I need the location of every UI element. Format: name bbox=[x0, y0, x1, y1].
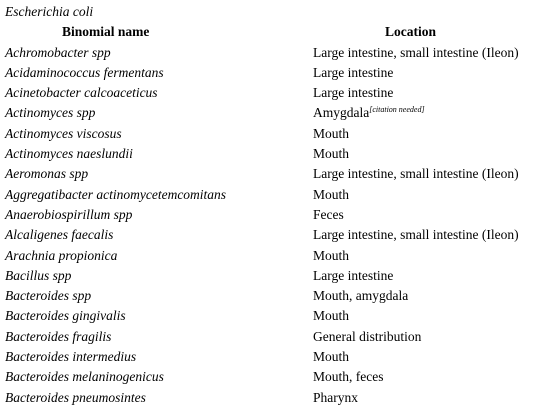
table-row: Bacteroides gingivalis Mouth bbox=[0, 306, 548, 326]
table-row: Bacteroides melaninogenicus Mouth, feces bbox=[0, 367, 548, 387]
binomial-name-cell: Bacteroides gingivalis bbox=[5, 308, 126, 324]
table-header-row: Binomial name Location bbox=[0, 22, 548, 42]
table-row: Bacteroides fragilis General distributio… bbox=[0, 327, 548, 347]
location-cell: Mouth bbox=[313, 247, 350, 263]
header-binomial-name: Binomial name bbox=[62, 24, 150, 39]
binomial-name-cell: Acinetobacter calcoaceticus bbox=[5, 85, 158, 101]
binomial-name-cell: Achromobacter spp bbox=[5, 44, 111, 60]
location-cell: Large intestine bbox=[313, 64, 394, 80]
table-row: Achromobacter spp Large intestine, small… bbox=[0, 43, 548, 63]
location-cell: Mouth bbox=[313, 308, 350, 324]
binomial-name-cell: Bacteroides pneumosintes bbox=[5, 389, 146, 405]
binomial-name-cell: Acidaminococcus fermentans bbox=[5, 64, 164, 80]
binomial-name-cell: Actinomyces spp bbox=[5, 105, 96, 121]
location-cell: Large intestine bbox=[313, 85, 394, 101]
location-cell: Pharynx bbox=[313, 389, 358, 405]
table-row: Actinomyces viscosus Mouth bbox=[0, 124, 548, 144]
location-text: Amygdala bbox=[313, 105, 370, 121]
table-row: Aggregatibacter actinomycetemcomitans Mo… bbox=[0, 185, 548, 205]
location-cell: Large intestine bbox=[313, 267, 394, 283]
binomial-name-cell: Bacteroides melaninogenicus bbox=[5, 369, 164, 385]
location-cell: Mouth bbox=[313, 125, 350, 141]
table-row: Bacteroides pneumosintes Pharynx bbox=[0, 388, 548, 408]
location-cell: Large intestine, small intestine (Ileon) bbox=[313, 227, 519, 243]
location-cell: Amygdala[citation needed] bbox=[313, 103, 425, 123]
table-row: Actinomyces spp Amygdala[citation needed… bbox=[0, 103, 548, 123]
table-row: Aeromonas spp Large intestine, small int… bbox=[0, 164, 548, 184]
citation-needed-note[interactable]: [citation needed] bbox=[369, 105, 425, 115]
location-cell: Mouth bbox=[313, 146, 350, 161]
table-row: Bacillus spp Large intestine bbox=[0, 266, 548, 286]
location-cell: Large intestine, small intestine (Ileon) bbox=[313, 166, 519, 182]
location-cell: Mouth bbox=[313, 349, 350, 364]
location-cell: General distribution bbox=[313, 328, 422, 344]
binomial-name-cell: Bacteroides spp bbox=[5, 288, 92, 304]
binomial-name-cell: Aeromonas spp bbox=[5, 166, 89, 182]
table-row: Alcaligenes faecalis Large intestine, sm… bbox=[0, 225, 548, 245]
location-cell: Mouth, amygdala bbox=[313, 288, 409, 304]
table-row: Acinetobacter calcoaceticus Large intest… bbox=[0, 83, 548, 103]
location-cell: Feces bbox=[313, 206, 344, 222]
header-location: Location bbox=[385, 24, 437, 39]
binomial-name-cell: Aggregatibacter actinomycetemcomitans bbox=[5, 186, 227, 202]
table-row: Acidaminococcus fermentans Large intesti… bbox=[0, 63, 548, 83]
table-row: Actinomyces naeslundii Mouth bbox=[0, 144, 548, 164]
binomial-name-cell: Anaerobiospirillum spp bbox=[5, 206, 133, 222]
table-row: Bacteroides spp Mouth, amygdala bbox=[0, 286, 548, 306]
binomial-name-cell: Arachnia propionica bbox=[5, 247, 118, 263]
binomial-name-cell: Alcaligenes faecalis bbox=[5, 227, 114, 243]
location-cell: Mouth bbox=[313, 186, 350, 202]
table-caption: Escherichia coli bbox=[5, 4, 94, 19]
binomial-name-cell: Bacteroides intermedius bbox=[5, 349, 137, 364]
binomial-name-cell: Bacteroides fragilis bbox=[5, 328, 112, 344]
table-row: Arachnia propionica Mouth bbox=[0, 246, 548, 266]
table-row: Anaerobiospirillum spp Feces bbox=[0, 205, 548, 225]
binomial-name-cell: Actinomyces viscosus bbox=[5, 125, 122, 141]
binomial-name-cell: Actinomyces naeslundii bbox=[5, 146, 133, 161]
location-cell: Large intestine, small intestine (Ileon) bbox=[313, 44, 519, 60]
binomial-name-cell: Bacillus spp bbox=[5, 267, 72, 283]
location-cell: Mouth, feces bbox=[313, 369, 384, 385]
table-row: Bacteroides intermedius Mouth bbox=[0, 347, 548, 367]
